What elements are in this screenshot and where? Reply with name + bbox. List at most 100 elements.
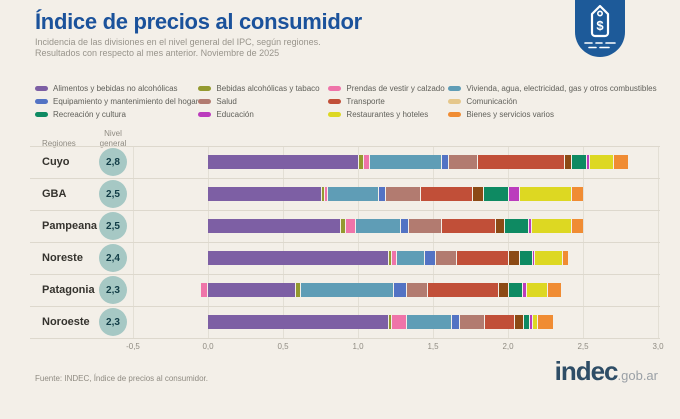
price-tag-badge: $	[575, 0, 625, 57]
legend-swatch-icon	[198, 99, 212, 104]
row-separator	[30, 338, 660, 339]
bar-segment	[518, 251, 532, 265]
nivel-general-badge: 2,5	[99, 212, 127, 240]
legend-swatch-icon	[328, 86, 342, 91]
bar-segment	[521, 283, 526, 297]
bar-segment	[508, 283, 522, 297]
stacked-bar	[133, 251, 658, 265]
nivel-general-badge: 2,8	[99, 148, 127, 176]
legend: Alimentos y bebidas no alcohólicas Equipa…	[35, 82, 657, 121]
bar-segment	[472, 187, 483, 201]
legend-swatch-icon	[35, 112, 48, 117]
bar-segment	[508, 251, 519, 265]
region-label: Cuyo	[42, 156, 70, 168]
bar-segment	[448, 155, 477, 169]
region-label: Patagonia	[42, 284, 95, 296]
row-separator	[30, 242, 660, 243]
bar-segment	[427, 283, 498, 297]
bar-segment	[503, 219, 528, 233]
bar-segment	[523, 315, 529, 329]
row-separator	[30, 178, 660, 179]
bar-segment	[532, 315, 537, 329]
bar-segment	[355, 219, 400, 233]
legend-swatch-icon	[448, 86, 462, 91]
axis-tick-label: -0,5	[126, 342, 140, 351]
bar-segment	[344, 219, 355, 233]
bar-segment	[482, 187, 508, 201]
stacked-bar	[133, 155, 658, 169]
bar-segment	[532, 251, 534, 265]
nivel-general-badge: 2,4	[99, 244, 127, 272]
bar-segment	[571, 187, 583, 201]
bar-segment	[377, 187, 385, 201]
bar-segment	[508, 187, 519, 201]
bar-segment	[497, 283, 508, 297]
bar-segment	[514, 315, 523, 329]
axis-tick-label: 2,0	[502, 342, 514, 351]
bar-segment	[586, 155, 589, 169]
row-separator	[30, 146, 660, 147]
bar-segment	[571, 155, 586, 169]
bar-segment	[476, 155, 564, 169]
legend-label: Prendas de vestir y calzado	[346, 84, 445, 93]
bar-segment	[391, 251, 396, 265]
bar-segment	[455, 251, 508, 265]
bar-segment	[407, 219, 441, 233]
bar-segment	[571, 219, 583, 233]
bar-segment	[323, 187, 327, 201]
legend-swatch-icon	[328, 99, 342, 104]
legend-label: Transporte	[346, 97, 385, 106]
bar-segment	[395, 251, 424, 265]
page-title: Índice de precios al consumidor	[35, 9, 362, 34]
row-separator	[30, 210, 660, 211]
bar-segment	[391, 315, 406, 329]
legend-label: Bebidas alcohólicas y tabaco	[216, 84, 320, 93]
axis-tick-label: 3,0	[652, 342, 664, 351]
region-label: Noreste	[42, 252, 83, 264]
bar-segment	[440, 155, 448, 169]
bar-segment	[400, 219, 408, 233]
legend-label: Alimentos y bebidas no alcohólicas	[53, 84, 178, 93]
price-tag-icon: $	[584, 4, 616, 49]
axis-tick-label: 0,0	[202, 342, 214, 351]
bar-segment	[562, 251, 568, 265]
bar-segment	[526, 283, 547, 297]
axis-tick-label: 1,5	[427, 342, 439, 351]
bar-segment	[533, 251, 562, 265]
nivel-general-badge: 2,5	[99, 180, 127, 208]
bar-segment	[388, 251, 391, 265]
stacked-bar	[133, 187, 658, 201]
bar-segment	[613, 155, 628, 169]
bar-segment	[536, 315, 553, 329]
bar-segment	[340, 219, 345, 233]
legend-item: Bebidas alcohólicas y tabaco	[198, 82, 328, 95]
legend-swatch-icon	[198, 112, 212, 117]
bar-segment	[527, 219, 531, 233]
legend-item: Recreación y cultura	[35, 108, 198, 121]
bar-segment	[589, 155, 613, 169]
legend-item: Equipamiento y mantenimiento del hogar	[35, 95, 198, 108]
legend-column: Alimentos y bebidas no alcohólicas Equipa…	[35, 82, 198, 121]
bar-segment	[208, 155, 358, 169]
legend-item: Alimentos y bebidas no alcohólicas	[35, 82, 198, 95]
legend-label: Vivienda, agua, electricidad, gas y otro…	[466, 84, 657, 93]
legend-item: Vivienda, agua, electricidad, gas y otro…	[448, 82, 657, 95]
legend-item: Educación	[198, 108, 328, 121]
bar-segment	[368, 155, 441, 169]
bar-segment	[563, 155, 571, 169]
nivel-general-badge: 2,3	[99, 308, 127, 336]
legend-swatch-icon	[35, 86, 48, 91]
region-label: Noroeste	[42, 316, 90, 328]
legend-swatch-icon	[448, 99, 462, 104]
bar-segment	[440, 219, 495, 233]
legend-item: Salud	[198, 95, 328, 108]
bar-segment	[208, 283, 295, 297]
bar-segment	[299, 283, 393, 297]
source-note: Fuente: INDEC, Índice de precios al cons…	[35, 374, 208, 383]
legend-swatch-icon	[448, 112, 462, 117]
bar-segment	[484, 315, 514, 329]
column-header-regiones: Regiones	[42, 139, 76, 148]
legend-item: Transporte	[328, 95, 448, 108]
indec-logo-suffix: .gob.ar	[617, 368, 658, 383]
